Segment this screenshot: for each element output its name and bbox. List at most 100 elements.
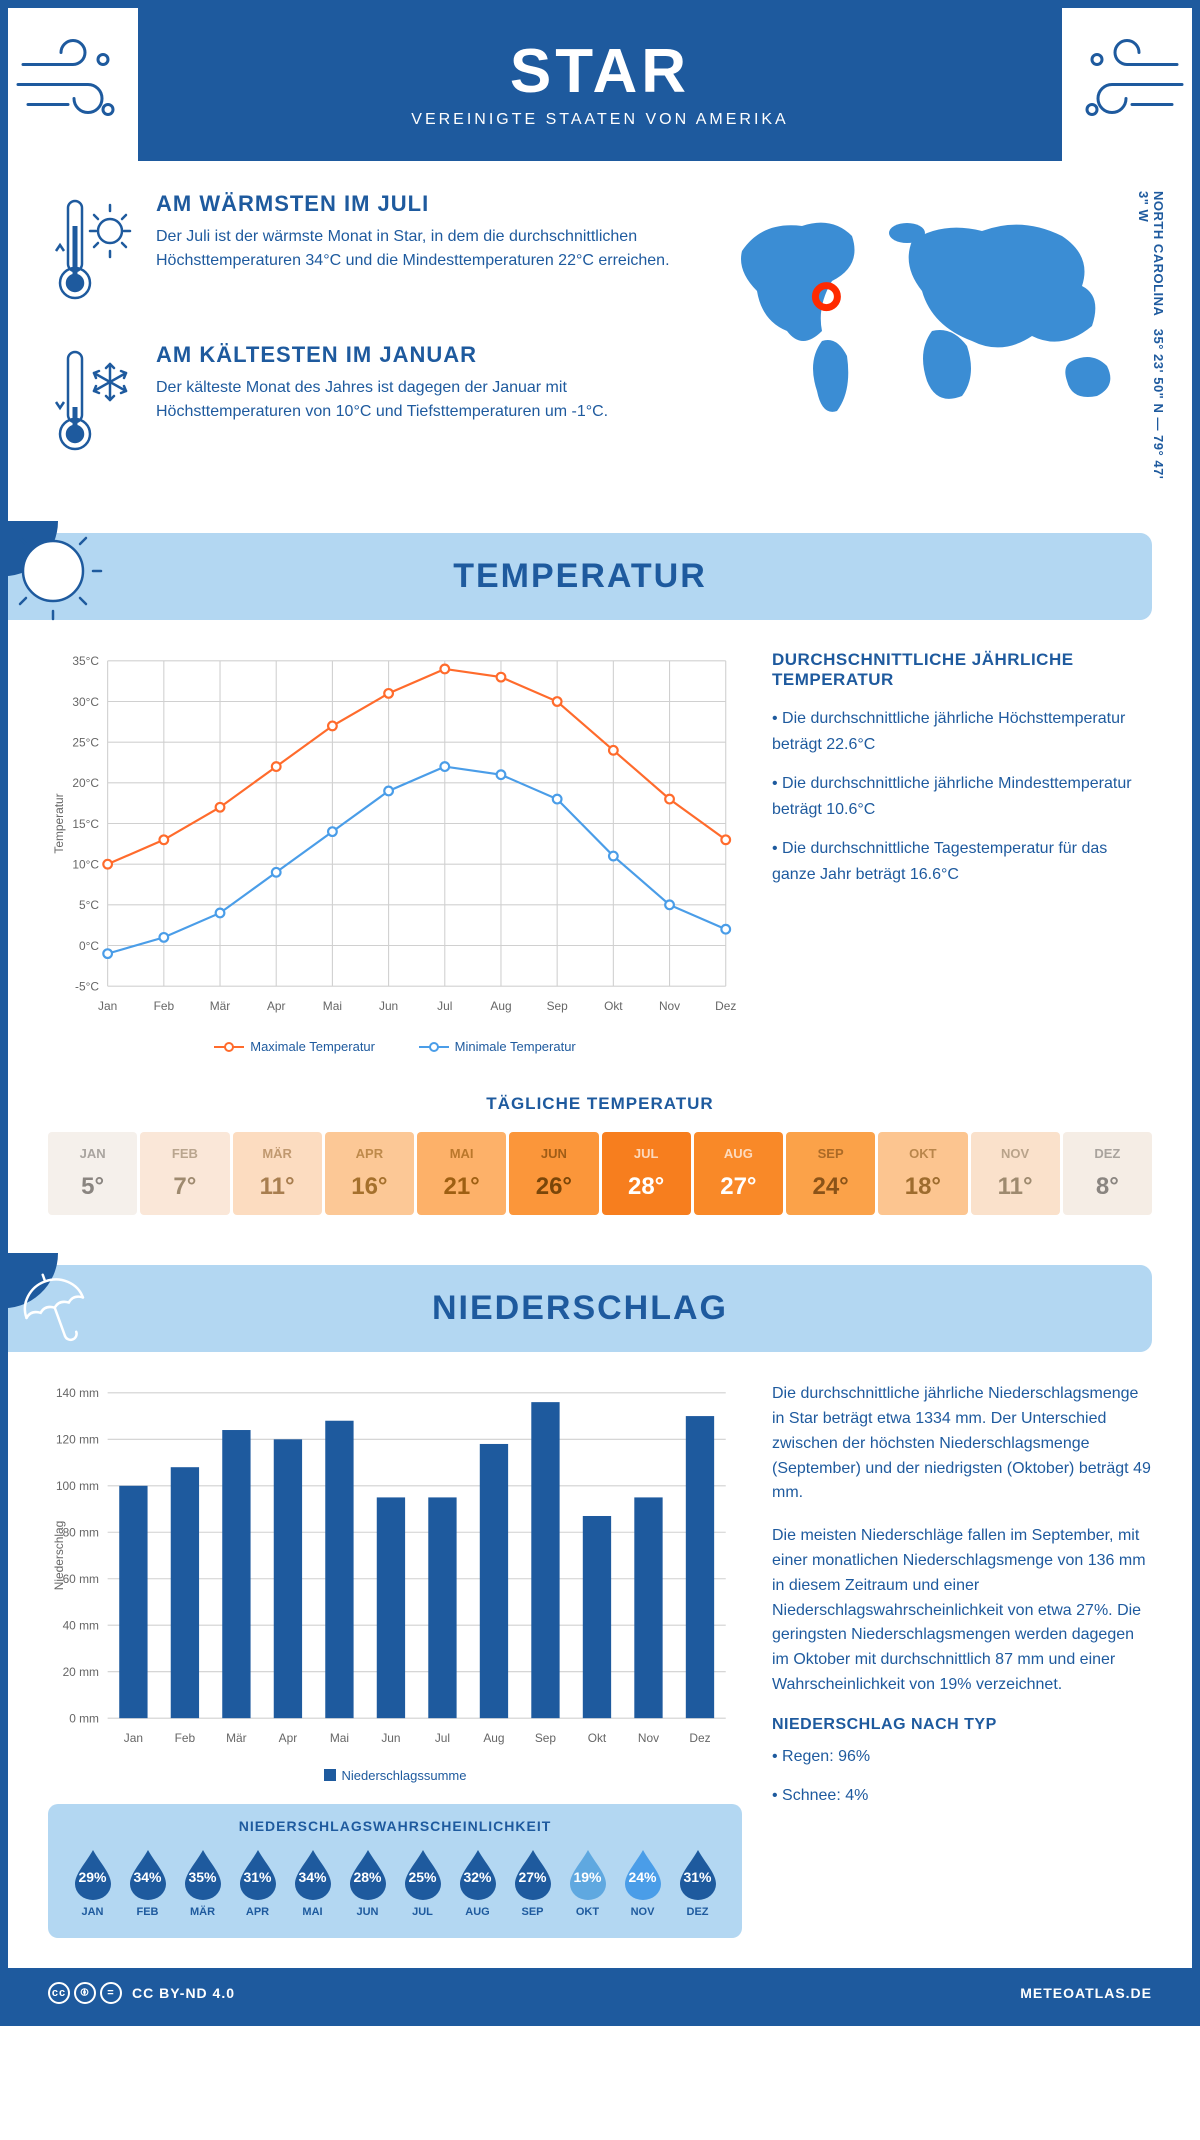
coordinates-label: NORTH CAROLINA 35° 23' 50" N — 79° 47' 3… (1136, 191, 1166, 493)
precip-prob-drop: 32% AUG (453, 1846, 502, 1918)
world-map-icon (712, 191, 1152, 431)
svg-text:15°C: 15°C (72, 817, 99, 831)
temperature-line-chart: -5°C0°C5°C10°C15°C20°C25°C30°C35°CJanFeb… (48, 650, 742, 1054)
precip-prob-drop: 34% MAI (288, 1846, 337, 1918)
daily-temp-cell: SEP24° (786, 1132, 875, 1215)
svg-text:Temperatur: Temperatur (52, 793, 66, 853)
thermometer-hot-icon (48, 191, 138, 316)
daily-temp-title: TÄGLICHE TEMPERATUR (8, 1094, 1192, 1114)
sun-icon (0, 521, 118, 631)
thermometer-cold-icon (48, 342, 138, 467)
svg-text:Sep: Sep (535, 1731, 557, 1745)
daily-temp-cell: FEB7° (140, 1132, 229, 1215)
daily-temp-cell: APR16° (325, 1132, 414, 1215)
wind-icon-left (8, 8, 138, 161)
svg-text:Nov: Nov (638, 1731, 659, 1745)
climate-info: AM WÄRMSTEN IM JULI Der Juli ist der wär… (48, 191, 682, 493)
coldest-block: AM KÄLTESTEN IM JANUAR Der kälteste Mona… (48, 342, 682, 467)
daily-temp-cell: AUG27° (694, 1132, 783, 1215)
temperature-chart-row: -5°C0°C5°C10°C15°C20°C25°C30°C35°CJanFeb… (8, 650, 1192, 1054)
daily-temp-cell: JAN5° (48, 1132, 137, 1215)
precip-type-item: • Schnee: 4% (772, 1783, 1152, 1809)
precip-prob-drop: 24% NOV (618, 1846, 667, 1918)
daily-temp-cell: JUN26° (509, 1132, 598, 1215)
daily-temp-strip: JAN5°FEB7°MÄR11°APR16°MAI21°JUN26°JUL28°… (8, 1132, 1192, 1215)
svg-text:Niederschlag: Niederschlag (52, 1521, 66, 1591)
svg-text:30°C: 30°C (72, 695, 99, 709)
svg-text:Jun: Jun (381, 1731, 400, 1745)
warmest-text: Der Juli ist der wärmste Monat in Star, … (156, 225, 682, 273)
svg-text:40 mm: 40 mm (63, 1619, 99, 1633)
umbrella-icon (0, 1253, 118, 1363)
daily-temp-cell: OKT18° (878, 1132, 967, 1215)
overview-row: AM WÄRMSTEN IM JULI Der Juli ist der wär… (8, 161, 1192, 523)
svg-text:Mai: Mai (330, 1731, 349, 1745)
precip-chart-legend: Niederschlagssumme (48, 1768, 742, 1785)
infographic-frame: STAR VEREINIGTE STAATEN VON AMERIKA AM W… (0, 0, 1200, 2026)
coldest-text: Der kälteste Monat des Jahres ist dagege… (156, 376, 682, 424)
precip-prob-drop: 31% DEZ (673, 1846, 722, 1918)
svg-text:0°C: 0°C (79, 939, 99, 953)
cc-icons: cc🅯= (48, 1982, 122, 2004)
warmest-title: AM WÄRMSTEN IM JULI (156, 191, 682, 217)
footer: cc🅯= CC BY-ND 4.0 METEOATLAS.DE (8, 1968, 1192, 2018)
svg-text:Dez: Dez (715, 999, 736, 1013)
daily-temp-cell: MAI21° (417, 1132, 506, 1215)
precip-prob-drop: 27% SEP (508, 1846, 557, 1918)
header: STAR VEREINIGTE STAATEN VON AMERIKA (8, 8, 1192, 161)
temp-bullet: • Die durchschnittliche jährliche Mindes… (772, 771, 1152, 822)
precip-prob-drop: 29% JAN (68, 1846, 117, 1918)
svg-text:25°C: 25°C (72, 736, 99, 750)
temp-bullet: • Die durchschnittliche jährliche Höchst… (772, 706, 1152, 757)
daily-temp-cell: JUL28° (602, 1132, 691, 1215)
svg-text:35°C: 35°C (72, 654, 99, 668)
svg-text:Okt: Okt (604, 999, 623, 1013)
svg-text:Mär: Mär (210, 999, 231, 1013)
precip-type-item: • Regen: 96% (772, 1744, 1152, 1770)
daily-temp-cell: MÄR11° (233, 1132, 322, 1215)
svg-text:Dez: Dez (689, 1731, 710, 1745)
svg-text:20 mm: 20 mm (63, 1665, 99, 1679)
wind-icon-right (1062, 8, 1192, 161)
precip-section-header: NIEDERSCHLAG (8, 1265, 1152, 1352)
precip-prob-drop: 34% FEB (123, 1846, 172, 1918)
precip-chart-row: 0 mm20 mm40 mm60 mm80 mm100 mm120 mm140 … (8, 1382, 1192, 1938)
svg-text:Mär: Mär (226, 1731, 247, 1745)
site-name: METEOATLAS.DE (1020, 1985, 1152, 2001)
svg-text:Feb: Feb (175, 1731, 196, 1745)
precip-prob-drop: 31% APR (233, 1846, 282, 1918)
warmest-block: AM WÄRMSTEN IM JULI Der Juli ist der wär… (48, 191, 682, 316)
svg-text:Sep: Sep (547, 999, 569, 1013)
precip-prob-drop: 28% JUN (343, 1846, 392, 1918)
svg-text:Mai: Mai (323, 999, 342, 1013)
coldest-title: AM KÄLTESTEN IM JANUAR (156, 342, 682, 368)
svg-text:0 mm: 0 mm (69, 1712, 99, 1726)
svg-text:Aug: Aug (483, 1731, 504, 1745)
license-block: cc🅯= CC BY-ND 4.0 (48, 1982, 235, 2004)
svg-text:Jul: Jul (435, 1731, 450, 1745)
svg-text:60 mm: 60 mm (63, 1572, 99, 1586)
svg-text:Jul: Jul (437, 999, 452, 1013)
country-subtitle: VEREINIGTE STAATEN VON AMERIKA (28, 111, 1172, 129)
svg-text:80 mm: 80 mm (63, 1526, 99, 1540)
svg-text:Apr: Apr (267, 999, 286, 1013)
svg-text:100 mm: 100 mm (56, 1479, 99, 1493)
svg-text:20°C: 20°C (72, 776, 99, 790)
precip-prob-drop: 25% JUL (398, 1846, 447, 1918)
svg-text:Nov: Nov (659, 999, 680, 1013)
city-title: STAR (28, 36, 1172, 107)
svg-text:120 mm: 120 mm (56, 1433, 99, 1447)
daily-temp-cell: DEZ8° (1063, 1132, 1152, 1215)
svg-text:Jan: Jan (124, 1731, 143, 1745)
svg-text:10°C: 10°C (72, 858, 99, 872)
svg-text:Jan: Jan (98, 999, 117, 1013)
svg-text:Aug: Aug (490, 999, 511, 1013)
precip-prob-drop: 35% MÄR (178, 1846, 227, 1918)
svg-text:Okt: Okt (588, 1731, 607, 1745)
svg-text:-5°C: -5°C (75, 979, 99, 993)
precip-bar-chart: 0 mm20 mm40 mm60 mm80 mm100 mm120 mm140 … (48, 1382, 742, 1938)
precip-side-text: Die durchschnittliche jährliche Niedersc… (772, 1382, 1152, 1938)
precip-prob-drop: 19% OKT (563, 1846, 612, 1918)
precip-probability-box: NIEDERSCHLAGSWAHRSCHEINLICHKEIT 29% JAN … (48, 1804, 742, 1938)
temp-chart-legend: .leg-line[style*='ff6b2c']::after{border… (48, 1036, 742, 1055)
